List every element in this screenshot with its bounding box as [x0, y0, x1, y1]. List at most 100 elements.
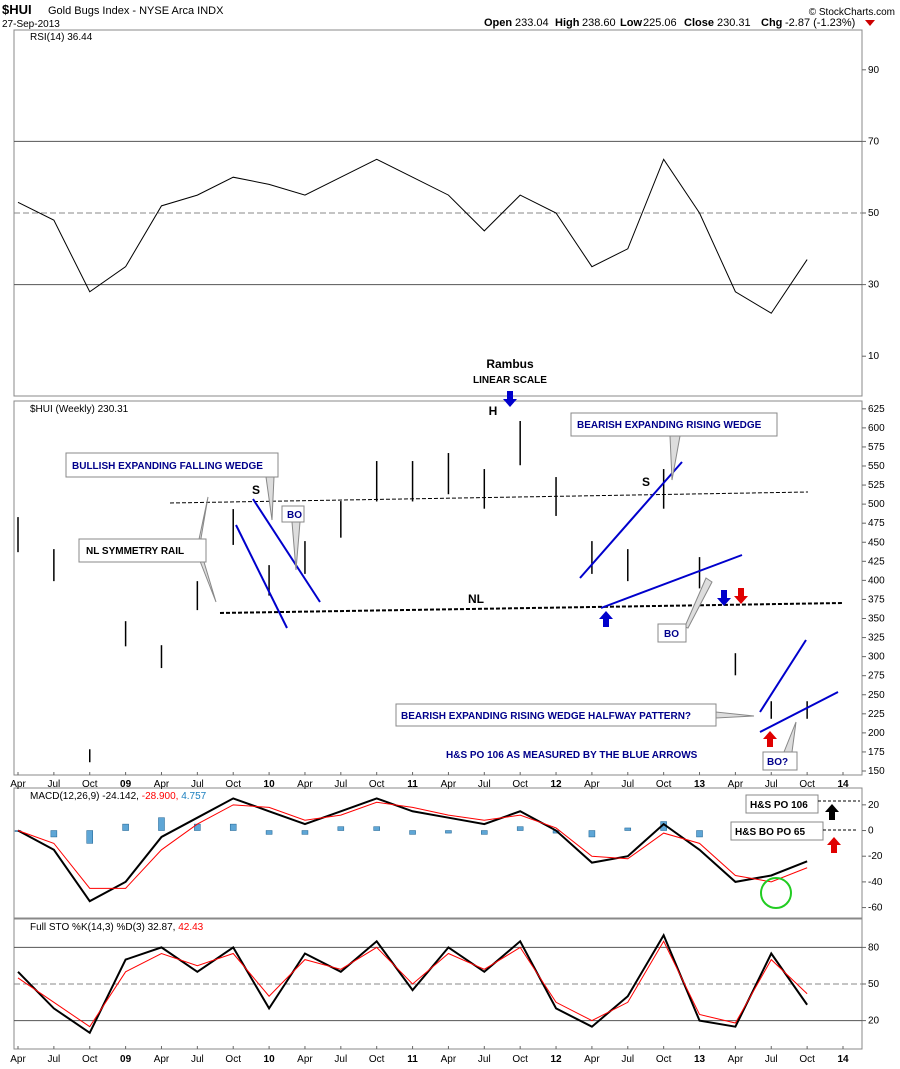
y-tick-label: -20	[868, 851, 883, 862]
x-tick-label: Apr	[441, 1054, 457, 1065]
chart-date: 27-Sep-2013	[2, 19, 60, 30]
macd-hist-bar	[229, 823, 237, 831]
bo-question-box	[762, 751, 798, 771]
hs-po-106-text: H&S PO 106	[750, 800, 808, 811]
annotations: H S S NL NL SYMMETRY RAIL BULLISH EXPAND…	[65, 391, 860, 909]
rsi-label: RSI(14) 36.44	[30, 32, 93, 43]
macd-hist-bar	[373, 826, 380, 831]
rising-wedge-lower-line	[600, 554, 743, 609]
y-tick-label: 30	[868, 280, 880, 291]
macd-signal-value: -28.900,	[142, 791, 179, 802]
y-tick-label: 20	[868, 800, 880, 811]
macd-hist-bar	[86, 830, 93, 844]
nl-symmetry-text: NL SYMMETRY RAIL	[86, 546, 184, 557]
price-panel: $HUI (Weekly) 230.31 Rambus LINEAR SCALE…	[17, 357, 885, 777]
bullish-wedge-text: BULLISH EXPANDING FALLING WEDGE	[72, 461, 263, 472]
low-label: Low	[620, 17, 642, 29]
x-tick-label: Jul	[765, 779, 778, 790]
right-shoulder-label: S	[642, 475, 650, 489]
y-tick-label: 250	[868, 690, 885, 701]
x-tick-label: Oct	[656, 1054, 672, 1065]
hs-po-106-box	[745, 794, 819, 814]
y-tick-label: 600	[868, 423, 885, 434]
x-tick-label: Apr	[10, 1054, 26, 1065]
y-tick-label: 450	[868, 537, 885, 548]
red-arrow-down	[734, 588, 748, 604]
x-tick-label: Apr	[584, 1054, 600, 1065]
x-tick-label: 12	[550, 1054, 562, 1065]
x-tick-label: Jul	[334, 1054, 347, 1065]
halfway-box	[395, 703, 717, 727]
close-value: 230.31	[717, 17, 751, 29]
y-tick-label: 90	[868, 65, 880, 76]
x-tick-label: Oct	[799, 779, 815, 790]
sto-d-value: 42.43	[178, 922, 203, 933]
neckline-label: NL	[468, 592, 484, 606]
green-circle	[760, 877, 792, 909]
y-tick-label: 50	[868, 208, 880, 219]
open-value: 233.04	[515, 17, 549, 29]
macd-hist-bar	[445, 830, 452, 834]
price-x-axis: Apr Jul Oct 09 Apr Jul Oct 10 Apr Jul Oct 11 Apr Jul O…	[10, 772, 849, 790]
chg-label: Chg	[761, 17, 782, 29]
x-tick-label: 11	[407, 1054, 418, 1065]
x-tick-label: 10	[264, 1054, 276, 1065]
sto-label-prefix: Full STO %K(14,3) %D(3) 32.87,	[30, 922, 175, 933]
y-tick-label: 375	[868, 594, 885, 605]
x-tick-label: Apr	[728, 779, 744, 790]
y-tick-label: 150	[868, 766, 885, 777]
neckline	[219, 602, 843, 614]
y-tick-label: 325	[868, 633, 885, 644]
macd-hist-bar	[516, 826, 524, 831]
x-tick-label: Apr	[297, 779, 313, 790]
bullish-wedge-box	[65, 452, 279, 478]
y-tick-label: 200	[868, 728, 885, 739]
y-tick-label: 400	[868, 575, 885, 586]
bo-middle-text: BO	[664, 629, 679, 640]
x-tick-label: 11	[407, 779, 418, 790]
macd-label-prefix: MACD(12,26,9) -24.142,	[30, 791, 139, 802]
x-tick-label: Oct	[82, 1054, 98, 1065]
halfway-wedge-upper-line	[759, 639, 807, 713]
bearish-wedge-pointer	[669, 435, 681, 481]
chg-value: -2.87 (-1.23%)	[785, 17, 855, 29]
x-tick-label: Jul	[47, 779, 60, 790]
y-tick-label: -60	[868, 903, 883, 914]
y-tick-label: 300	[868, 652, 885, 663]
x-tick-label: Oct	[82, 779, 98, 790]
halfway-wedge-lower-line	[759, 691, 839, 733]
y-tick-label: 575	[868, 442, 885, 453]
y-tick-label: 525	[868, 480, 885, 491]
halfway-text: BEARISH EXPANDING RISING WEDGE HALFWAY P…	[401, 711, 691, 722]
y-tick-label: 225	[868, 709, 885, 720]
y-tick-label: 475	[868, 518, 885, 529]
low-value: 225.06	[643, 17, 677, 29]
bo-left-pointer	[291, 521, 301, 571]
sto-d-line	[17, 940, 808, 1028]
x-tick-label: 10	[264, 779, 276, 790]
x-tick-label: Jul	[621, 1054, 634, 1065]
macd-hist-bar	[624, 827, 632, 831]
y-tick-label: 275	[868, 671, 885, 682]
red-arrow-up	[763, 731, 777, 747]
x-tick-label: Oct	[512, 779, 528, 790]
x-tick-label: Oct	[656, 779, 672, 790]
red-arrow-up-macd	[827, 837, 841, 853]
bullish-wedge-pointer	[265, 476, 275, 521]
y-tick-label: 0	[868, 826, 874, 837]
bearish-wedge-text: BEARISH EXPANDING RISING WEDGE	[577, 420, 762, 431]
x-tick-label: Jul	[621, 779, 634, 790]
x-tick-label: Jul	[478, 779, 491, 790]
close-label: Close	[684, 17, 714, 29]
macd-hist-bar	[337, 826, 345, 831]
blue-arrow-down-bo	[717, 590, 731, 606]
down-arrow-icon	[865, 20, 875, 26]
macd-hist-bar	[696, 830, 703, 838]
macd-hist-bar	[158, 817, 165, 831]
x-tick-label: Apr	[584, 779, 600, 790]
macd-signal-line	[17, 801, 808, 889]
y-tick-label: 20	[868, 1016, 880, 1027]
sto-k-line	[17, 932, 808, 1035]
macd-line	[17, 797, 808, 903]
